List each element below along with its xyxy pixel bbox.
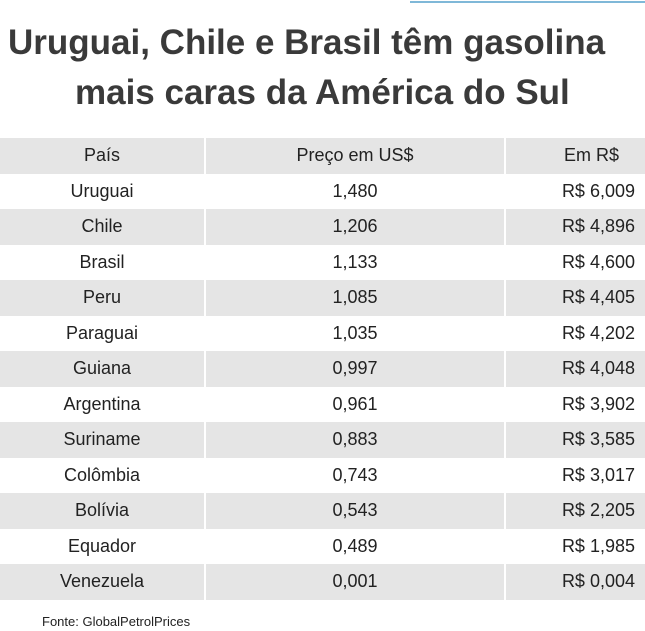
table-cell: R$ 2,205 [504, 493, 645, 529]
table-cell: Venezuela [59, 571, 145, 592]
table-row: Venezuela 0,001 R$ 0,004 [0, 564, 645, 600]
price-table: País Preço em US$ Em R$ Uruguai 1,480 R$ 6,0… [0, 138, 645, 600]
table-cell: 0,997 [204, 351, 505, 387]
table-row: Brasil 1,133 R$ 4,600 [0, 244, 645, 280]
title: Uruguai, Chile e Brasil têm gasolina mai… [0, 18, 645, 118]
table-cell: 1,035 [204, 315, 505, 351]
table-cell: Uruguai [70, 180, 134, 201]
title-line: Uruguai, Chile e Brasil têm gasolina [8, 23, 606, 62]
table-cell: Suriname [63, 429, 141, 450]
column-header: Em R$ [504, 138, 645, 174]
table-row: Colômbia 0,743 R$ 3,017 [0, 457, 645, 493]
table-cell: Colômbia [63, 464, 141, 485]
table-cell: 0,961 [204, 386, 505, 422]
table-cell: R$ 1,985 [504, 528, 645, 564]
table-cell: R$ 4,600 [504, 244, 645, 280]
table-cell: 1,480 [204, 173, 505, 209]
table-cell: Equador [67, 535, 137, 556]
source-note: Fonte: GlobalPetrolPrices [42, 614, 191, 629]
table-cell: Guiana [72, 358, 132, 379]
column-header: País [83, 145, 121, 166]
table-cell: R$ 3,017 [504, 457, 645, 493]
table-cell: 1,206 [204, 209, 505, 245]
table-cell: 0,001 [204, 564, 505, 600]
table-row: Bolívia 0,543 R$ 2,205 [0, 493, 645, 529]
table-cell: Brasil [79, 251, 125, 272]
table-cell: R$ 4,896 [504, 209, 645, 245]
table-cell: R$ 3,902 [504, 386, 645, 422]
table-row: Argentina 0,961 R$ 3,902 [0, 386, 645, 422]
table-cell: Paraguai [65, 322, 139, 343]
table-cell: 0,743 [204, 457, 505, 493]
table-cell: R$ 4,048 [504, 351, 645, 387]
table-row: Uruguai 1,480 R$ 6,009 [0, 173, 645, 209]
table-cell: Bolívia [74, 500, 130, 521]
table-cell: 1,085 [204, 280, 505, 316]
title-line: mais caras da América do Sul [75, 73, 570, 112]
table-cell: R$ 6,009 [504, 173, 645, 209]
table-cell: R$ 4,202 [504, 315, 645, 351]
table-cell: R$ 0,004 [504, 564, 645, 600]
table-cell: 1,133 [204, 244, 505, 280]
header-row: País Preço em US$ Em R$ [0, 138, 645, 174]
table-cell: 0,543 [204, 493, 505, 529]
table-cell: Chile [81, 216, 123, 237]
table-cell: R$ 4,405 [504, 280, 645, 316]
column-header: Preço em US$ [204, 138, 505, 174]
table-row: Paraguai 1,035 R$ 4,202 [0, 315, 645, 351]
table-row: Guiana 0,997 R$ 4,048 [0, 351, 645, 387]
table-cell: Peru [82, 287, 122, 308]
table-cell: 0,883 [204, 422, 505, 458]
table-row: Chile 1,206 R$ 4,896 [0, 209, 645, 245]
table-cell: R$ 3,585 [504, 422, 645, 458]
top-rule [410, 1, 645, 3]
table-row: Equador 0,489 R$ 1,985 [0, 528, 645, 564]
table-row: Suriname 0,883 R$ 3,585 [0, 422, 645, 458]
table-cell: Argentina [63, 393, 141, 414]
table-row: Peru 1,085 R$ 4,405 [0, 280, 645, 316]
table-cell: 0,489 [204, 528, 505, 564]
